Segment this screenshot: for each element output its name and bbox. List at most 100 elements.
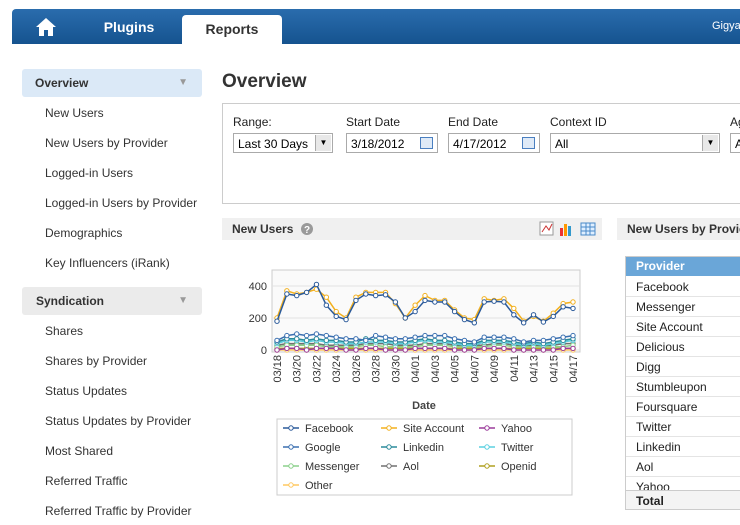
table-row: Facebook [626, 277, 740, 297]
tab-active[interactable]: Reports [182, 15, 282, 44]
data-point [560, 304, 566, 310]
data-point [372, 332, 379, 339]
data-point [461, 347, 468, 353]
data-point [540, 347, 547, 353]
sidebar-item[interactable]: Referred Traffic [45, 474, 128, 488]
x-tick-label: 03/24 [331, 355, 343, 383]
table-icon[interactable] [580, 222, 596, 236]
provider-table: Provider Facebook Messenger Site Account De… [625, 256, 740, 510]
filter-input[interactable]: 4/17/2012 [448, 133, 540, 153]
sidebar-item[interactable]: New Users by Provider [45, 136, 168, 150]
y-tick-label: 0 [261, 345, 267, 357]
sidebar-item[interactable]: Status Updates by Provider [45, 414, 192, 428]
line-icon[interactable] [539, 221, 554, 236]
legend-marker [386, 444, 392, 450]
data-point [412, 308, 418, 315]
home-icon[interactable] [35, 17, 57, 37]
filter-label: Ag [730, 115, 740, 129]
dropdown-button[interactable]: ▼ [315, 135, 331, 151]
data-point [294, 336, 300, 342]
data-point [491, 298, 497, 304]
sidebar-item[interactable]: Most Shared [45, 444, 114, 458]
table-row: Linkedin [626, 437, 740, 457]
data-point [382, 292, 389, 298]
filter-input[interactable]: A [730, 133, 740, 153]
sidebar-item[interactable]: Key Influencers (iRank) [45, 256, 170, 270]
data-point [442, 332, 448, 339]
data-point [382, 347, 389, 353]
help-icon[interactable]: ? [300, 222, 314, 236]
user-name[interactable]: Gigya [712, 20, 740, 32]
sidebar-item[interactable]: Logged-in Users [45, 166, 134, 180]
x-tick-label: 04/17 [568, 355, 580, 383]
sidebar-item[interactable]: Shares by Provider [45, 354, 148, 368]
sidebar-item[interactable]: Logged-in Users by Provider [45, 196, 198, 210]
data-point [392, 299, 399, 305]
sidebar-item[interactable]: Demographics [45, 226, 123, 240]
data-point [284, 332, 290, 339]
data-point [550, 313, 556, 320]
x-tick-label: 03/18 [272, 355, 284, 383]
legend-marker [484, 444, 490, 450]
data-point [323, 302, 330, 308]
dropdown-button[interactable]: ▼ [702, 135, 718, 151]
calendar-icon[interactable] [522, 137, 535, 149]
section-title: Overview [35, 76, 89, 90]
data-point [570, 332, 576, 339]
filter-value: 3/18/2012 [351, 137, 405, 151]
data-point [392, 347, 399, 353]
data-point [294, 331, 300, 337]
data-point [313, 331, 320, 337]
data-point [570, 345, 576, 352]
sidebar-item[interactable]: Status Updates [45, 384, 128, 398]
table-row: Aol [626, 457, 740, 477]
table-row: Delicious [626, 337, 740, 357]
filter-input[interactable]: All ▼ [550, 133, 720, 153]
data-point [402, 315, 408, 321]
data-point [501, 334, 507, 340]
data-point [422, 297, 428, 304]
sidebar-section-header[interactable]: Overview ▼ [22, 69, 202, 97]
collapse-arrow[interactable]: ▼ [178, 295, 188, 306]
filter-label: Range: [233, 115, 272, 129]
x-tick-label: 04/11 [509, 355, 521, 382]
data-point [540, 319, 547, 325]
legend-label: Google [305, 442, 340, 454]
top-bar [12, 9, 740, 44]
data-point [313, 345, 320, 352]
filter-panel [222, 103, 740, 204]
data-point [432, 345, 438, 352]
data-point [274, 347, 280, 353]
sidebar-item[interactable]: New Users [45, 106, 104, 120]
filter-value: Last 30 Days [238, 137, 309, 151]
data-point [392, 336, 399, 342]
collapse-arrow[interactable]: ▼ [178, 77, 188, 88]
table-header: Provider [626, 257, 740, 276]
legend-marker [484, 463, 490, 469]
bar-icon[interactable] [560, 224, 571, 236]
sidebar-section-header[interactable]: Syndication ▼ [22, 287, 202, 315]
data-point [333, 308, 339, 315]
filter-input[interactable]: 3/18/2012 [346, 133, 438, 153]
data-point [530, 347, 537, 353]
data-point [363, 291, 369, 297]
legend-marker [484, 425, 490, 431]
data-point [432, 332, 438, 339]
tab[interactable]: Plugins [103, 19, 155, 35]
filter-value: All [555, 137, 569, 151]
data-point [560, 334, 566, 340]
data-point [530, 337, 537, 344]
data-point [294, 292, 300, 299]
data-point [372, 337, 379, 344]
data-point [323, 345, 330, 352]
data-point [284, 345, 290, 352]
filter-input[interactable]: Last 30 Days ▼ [233, 133, 333, 153]
data-point [481, 299, 487, 305]
panel-header: New Users [222, 218, 602, 240]
legend-label: Linkedin [403, 442, 444, 454]
legend-marker [386, 463, 392, 469]
data-point [412, 345, 418, 352]
sidebar-item[interactable]: Referred Traffic by Provider [45, 504, 192, 518]
sidebar-item[interactable]: Shares [45, 324, 84, 338]
calendar-icon[interactable] [420, 137, 433, 149]
